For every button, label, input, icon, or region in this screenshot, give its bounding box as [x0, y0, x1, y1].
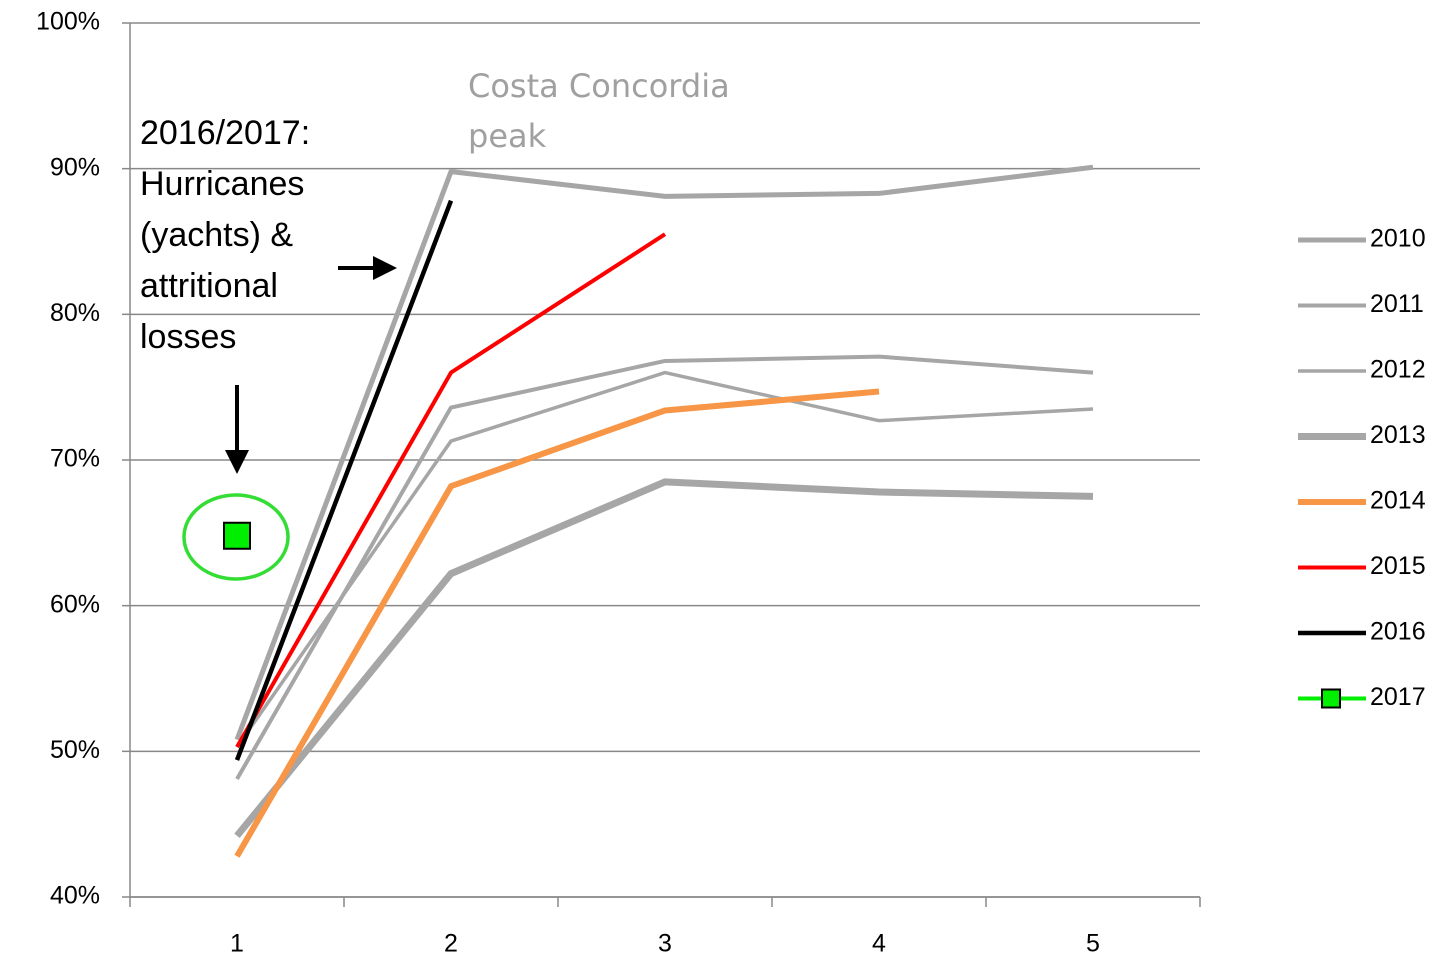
- annotation: peak: [468, 117, 547, 155]
- legend-label: 2013: [1370, 421, 1426, 449]
- legend-label: 2015: [1370, 552, 1426, 580]
- series-line: [234, 388, 880, 858]
- y-tick-label: 100%: [36, 8, 100, 36]
- annotation: losses: [140, 318, 236, 356]
- x-tick-label: 1: [230, 930, 244, 958]
- series-line: [235, 370, 1094, 748]
- legend-label: 2012: [1370, 356, 1426, 384]
- y-tick-label: 50%: [50, 736, 100, 764]
- plot: [223, 164, 1094, 858]
- annotation: Costa Concordia: [468, 67, 730, 105]
- annotation: 2016/2017:: [140, 114, 310, 152]
- x-tick-label: 3: [658, 930, 672, 958]
- data-point: [223, 521, 251, 550]
- series-line: [235, 232, 667, 748]
- highlight-circle: [182, 493, 290, 581]
- annotation: attritional: [140, 267, 278, 305]
- legend-label: 2010: [1370, 225, 1426, 253]
- y-tick-label: 70%: [50, 445, 100, 473]
- legend-label: 2011: [1370, 290, 1424, 318]
- legend-label: 2017: [1370, 683, 1426, 711]
- y-tick-label: 40%: [50, 882, 100, 910]
- legend: 2010 2011 2012 2013 2014 2015 2016 2017: [1298, 225, 1426, 711]
- y-tick-label: 60%: [50, 590, 100, 618]
- annotations: Costa Concordia peak 2016/2017: Hurricanes (…: [140, 67, 730, 356]
- x-tick-label: 2: [444, 930, 458, 958]
- y-tick-label: 90%: [50, 153, 100, 181]
- annotation: Hurricanes: [140, 165, 304, 203]
- x-tick-label: 5: [1086, 930, 1100, 958]
- series-line: [235, 354, 1094, 781]
- series-line: [234, 164, 1094, 741]
- y-tick-label: 80%: [50, 299, 100, 327]
- x-tick-label: 4: [872, 930, 886, 958]
- legend-marker: [1321, 688, 1341, 709]
- series-line: [234, 199, 454, 761]
- legend-label: 2016: [1370, 618, 1426, 646]
- legend-label: 2014: [1370, 487, 1426, 515]
- series-line: [234, 478, 1094, 839]
- annotation: (yachts) &: [140, 216, 293, 254]
